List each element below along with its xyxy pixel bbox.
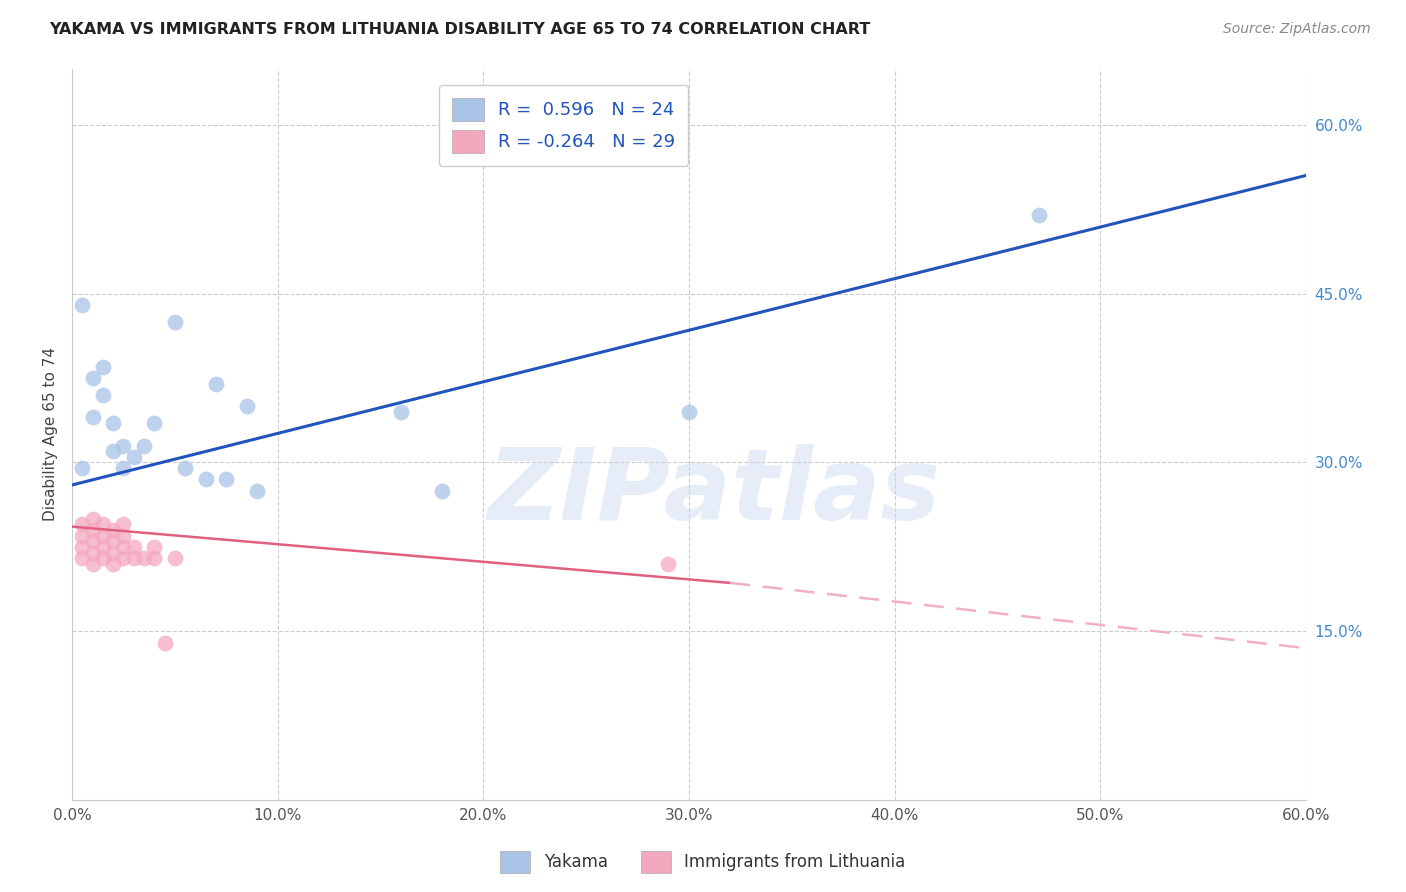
Point (1028, 208, 1050, 222)
Point (72, 298, 94, 312)
Point (82, 557, 104, 571)
Point (91, 517, 114, 532)
Point (163, 315, 186, 329)
Point (112, 461, 135, 475)
Point (678, 405, 700, 419)
Point (112, 439, 135, 453)
Point (122, 450, 145, 464)
Point (91, 359, 114, 374)
Point (82, 410, 104, 425)
Point (82, 512, 104, 526)
Point (112, 517, 135, 532)
Point (143, 551, 166, 566)
Point (91, 388, 114, 402)
Point (122, 551, 145, 566)
Point (143, 540, 166, 554)
Point (91, 551, 114, 566)
Point (132, 551, 155, 566)
Point (122, 540, 145, 554)
Point (215, 472, 238, 486)
Point (101, 444, 124, 458)
Point (101, 557, 124, 571)
Point (132, 439, 155, 453)
Point (432, 483, 454, 498)
Point (143, 416, 166, 430)
Legend: R =  0.596   N = 24, R = -0.264   N = 29: R = 0.596 N = 24, R = -0.264 N = 29 (439, 85, 689, 166)
Point (174, 461, 197, 475)
Point (101, 534, 124, 549)
Point (205, 376, 228, 391)
Point (236, 399, 259, 413)
Point (82, 534, 104, 549)
Y-axis label: Disability Age 65 to 74: Disability Age 65 to 74 (44, 347, 58, 521)
Text: ZIPatlas: ZIPatlas (486, 444, 941, 541)
Point (72, 528, 94, 542)
Point (91, 528, 114, 542)
Point (72, 540, 94, 554)
Point (112, 540, 135, 554)
Point (194, 472, 217, 486)
Legend: Yakama, Immigrants from Lithuania: Yakama, Immigrants from Lithuania (494, 845, 912, 880)
Point (657, 557, 679, 571)
Point (91, 540, 114, 554)
Point (246, 483, 269, 498)
Point (389, 405, 412, 419)
Point (112, 528, 135, 542)
Point (82, 371, 104, 385)
Point (163, 551, 186, 566)
Point (101, 416, 124, 430)
Point (153, 635, 176, 649)
Text: Source: ZipAtlas.com: Source: ZipAtlas.com (1223, 22, 1371, 37)
Text: YAKAMA VS IMMIGRANTS FROM LITHUANIA DISABILITY AGE 65 TO 74 CORRELATION CHART: YAKAMA VS IMMIGRANTS FROM LITHUANIA DISA… (49, 22, 870, 37)
Point (112, 551, 135, 566)
Point (101, 545, 124, 559)
Point (72, 551, 94, 566)
Point (101, 523, 124, 537)
Point (82, 545, 104, 559)
Point (72, 517, 94, 532)
Point (82, 523, 104, 537)
Point (72, 461, 94, 475)
